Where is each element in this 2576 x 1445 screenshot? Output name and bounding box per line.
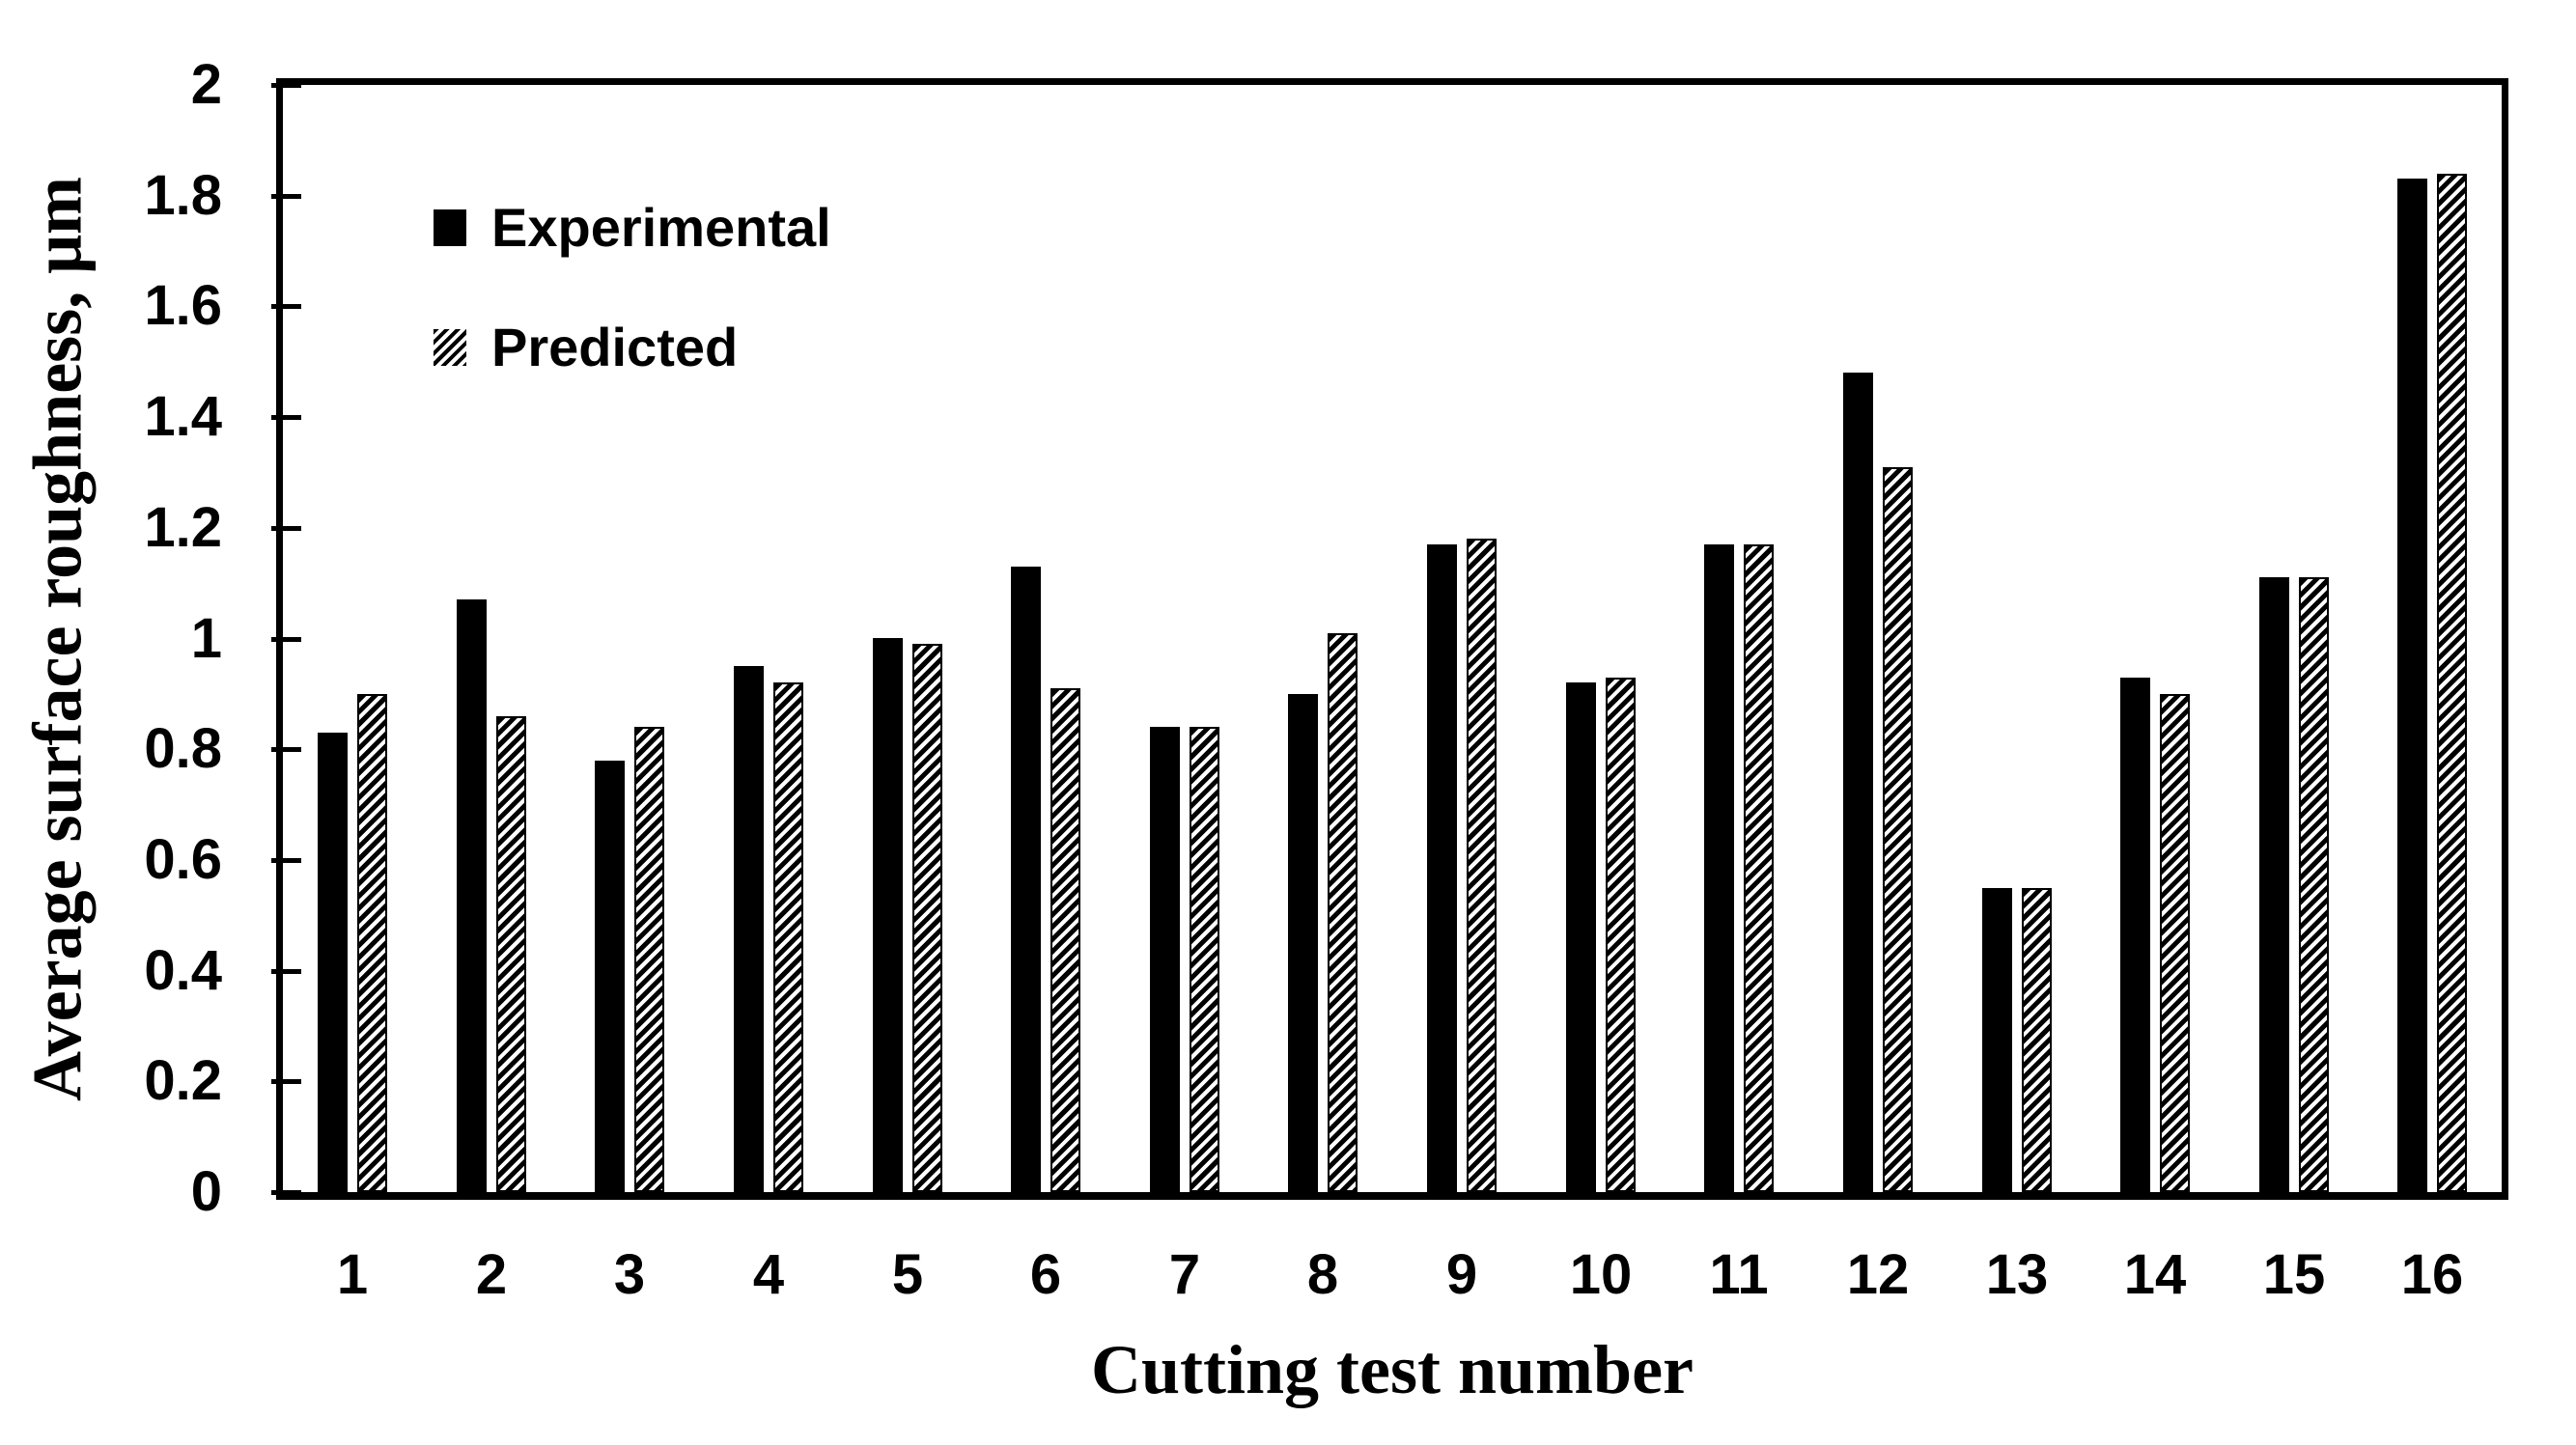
- bar-experimental-13: [1982, 888, 2012, 1192]
- bar-predicted-3: [634, 727, 664, 1192]
- bar-predicted-5: [912, 644, 942, 1192]
- bar-predicted-16: [2437, 174, 2467, 1192]
- y-tick-label: 1.4: [144, 385, 222, 448]
- plot-area: Experimental Predicted: [276, 78, 2508, 1200]
- y-tick-label: 0.8: [144, 717, 222, 780]
- legend-item-predicted: Predicted: [434, 317, 831, 378]
- y-tick-label: 0.6: [144, 828, 222, 891]
- y-tick: [271, 526, 301, 531]
- bar-experimental-2: [457, 599, 487, 1192]
- y-tick: [271, 1079, 301, 1084]
- y-tick: [271, 969, 301, 974]
- x-tick-label: 12: [1846, 1243, 1910, 1306]
- y-tick: [271, 83, 301, 88]
- bar-predicted-10: [1606, 678, 1636, 1192]
- x-axis-title: Cutting test number: [1091, 1331, 1694, 1408]
- x-tick-label: 10: [1569, 1243, 1633, 1306]
- bar-predicted-12: [1883, 467, 1913, 1192]
- bar-predicted-15: [2299, 577, 2329, 1192]
- y-tick: [271, 304, 301, 309]
- x-tick-label: 4: [752, 1243, 785, 1306]
- bar-predicted-11: [1744, 544, 1774, 1192]
- bar-experimental-15: [2259, 577, 2289, 1192]
- bar-experimental-1: [318, 733, 348, 1192]
- bar-experimental-5: [873, 638, 903, 1192]
- x-tick-label: 6: [1029, 1243, 1062, 1306]
- bar-predicted-1: [357, 694, 387, 1192]
- bar-experimental-12: [1843, 373, 1873, 1192]
- y-tick: [271, 858, 301, 863]
- y-tick-label: 0.2: [144, 1049, 222, 1112]
- x-tick-label: 8: [1306, 1243, 1339, 1306]
- x-tick-label: 9: [1445, 1243, 1478, 1306]
- y-tick-label: 1.2: [144, 496, 222, 559]
- x-tick-label: 2: [475, 1243, 508, 1306]
- y-tick-label: 1.8: [144, 164, 222, 227]
- bar-experimental-8: [1288, 694, 1318, 1192]
- x-tick-label: 1: [336, 1243, 369, 1306]
- bar-experimental-14: [2120, 678, 2150, 1192]
- bar-predicted-8: [1328, 633, 1358, 1192]
- x-tick-label: 11: [1709, 1243, 1769, 1306]
- bar-experimental-7: [1150, 727, 1180, 1192]
- legend: Experimental Predicted: [434, 197, 831, 378]
- y-tick-label: 0.4: [144, 939, 222, 1002]
- experimental-solid-swatch-icon: [434, 209, 466, 246]
- legend-item-experimental: Experimental: [434, 197, 831, 259]
- x-tick-label: 16: [2400, 1243, 2464, 1306]
- predicted-hatch-swatch-icon: [434, 329, 466, 366]
- y-tick-label: 0: [190, 1160, 222, 1223]
- bar-experimental-10: [1566, 682, 1596, 1192]
- bars-container: [283, 85, 2502, 1192]
- y-tick: [271, 1190, 301, 1195]
- y-tick-label: 2: [190, 53, 222, 116]
- x-tick-label: 13: [1985, 1243, 2049, 1306]
- x-tick-label: 7: [1168, 1243, 1201, 1306]
- bar-experimental-6: [1011, 567, 1041, 1192]
- y-tick-label: 1.6: [144, 274, 222, 337]
- bar-predicted-13: [2022, 888, 2052, 1192]
- bar-experimental-4: [734, 666, 764, 1192]
- x-tick-label: 14: [2123, 1243, 2187, 1306]
- legend-label-predicted: Predicted: [491, 317, 739, 377]
- bar-experimental-3: [595, 761, 625, 1192]
- legend-label-experimental: Experimental: [491, 197, 831, 258]
- bar-predicted-9: [1467, 539, 1497, 1192]
- bar-experimental-16: [2397, 179, 2427, 1192]
- bar-predicted-6: [1050, 688, 1080, 1192]
- x-tick-label: 3: [613, 1243, 646, 1306]
- bar-predicted-2: [496, 716, 526, 1192]
- bar-experimental-11: [1704, 544, 1734, 1192]
- x-tick-label: 5: [891, 1243, 924, 1306]
- y-tick: [271, 194, 301, 199]
- y-tick: [271, 415, 301, 420]
- x-tick-label: 15: [2262, 1243, 2326, 1306]
- y-tick-label: 1: [190, 607, 222, 670]
- bar-experimental-9: [1427, 544, 1457, 1192]
- y-tick: [271, 747, 301, 752]
- bar-predicted-7: [1190, 727, 1219, 1192]
- bar-predicted-14: [2160, 694, 2190, 1192]
- y-tick: [271, 637, 301, 642]
- bar-predicted-4: [773, 682, 803, 1192]
